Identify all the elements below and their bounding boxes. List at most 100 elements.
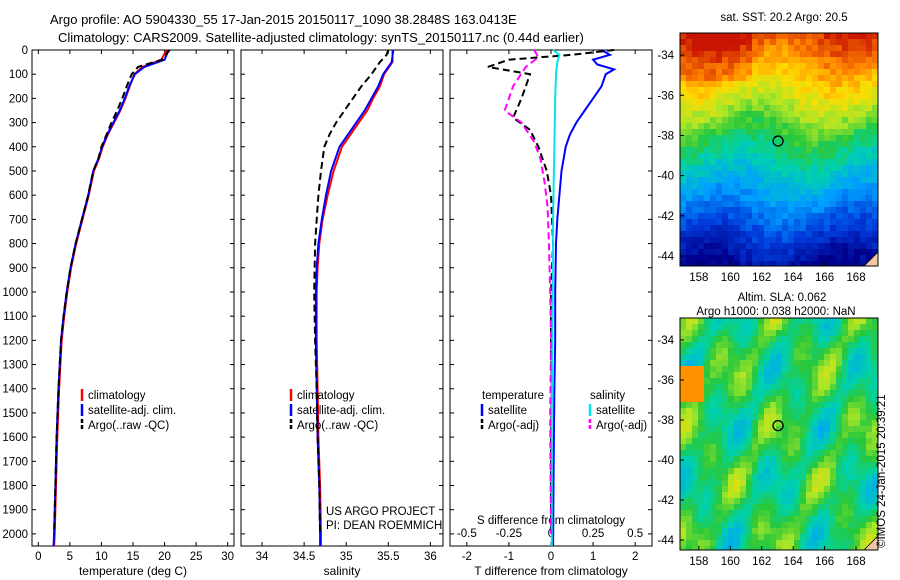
sla-map-cell <box>812 330 818 336</box>
sst-map-cell <box>704 39 710 45</box>
sla-map-cell <box>812 510 818 516</box>
sla-map-cell <box>812 534 818 540</box>
sst-map-cell <box>848 45 854 51</box>
sla-map-cell <box>824 546 830 550</box>
sst-map-cell <box>680 207 686 213</box>
sst-map-cell <box>758 261 764 266</box>
sst-map-cell <box>806 261 812 266</box>
sla-map-cell <box>866 366 872 372</box>
sst-map-cell <box>848 201 854 207</box>
sla-map-cell <box>686 450 692 456</box>
sst-map-cell <box>740 135 746 141</box>
sst-map-cell <box>710 159 716 165</box>
sla-map-cell <box>788 510 794 516</box>
sst-map-cell <box>818 153 824 159</box>
sst-map-cell <box>842 105 848 111</box>
sst-map-cell <box>686 75 692 81</box>
sst-map-cell <box>872 33 878 39</box>
sst-map-cell <box>788 231 794 237</box>
sst-map-cell <box>860 117 866 123</box>
sst-map-cell <box>734 189 740 195</box>
sla-map-cell <box>764 396 770 402</box>
sst-map-cell <box>698 231 704 237</box>
sla-map-cell <box>824 396 830 402</box>
sst-map-cell <box>824 93 830 99</box>
figure-subtitle: Climatology: CARS2009. Satellite-adjuste… <box>58 30 584 45</box>
sst-map-cell <box>866 243 872 249</box>
sst-map-cell <box>806 81 812 87</box>
sla-map-cell <box>782 474 788 480</box>
sst-map-cell <box>746 147 752 153</box>
sst-map-cell <box>716 177 722 183</box>
sla-map-cell <box>860 474 866 480</box>
sla-map-cell <box>794 438 800 444</box>
sla-map-cell <box>836 498 842 504</box>
sla-map-cell <box>680 408 686 414</box>
sst-map-cell <box>770 81 776 87</box>
sst-map-cell <box>800 249 806 255</box>
sla-map-cell <box>728 354 734 360</box>
sla-map-cell <box>734 360 740 366</box>
y-tick-label: 500 <box>9 166 28 178</box>
sla-map-cell <box>800 324 806 330</box>
sst-map-cell <box>704 171 710 177</box>
sla-map-cell <box>776 396 782 402</box>
sla-map-cell <box>740 324 746 330</box>
sla-map-cell <box>818 510 824 516</box>
sla-map-cell <box>722 474 728 480</box>
sla-map-cell <box>824 438 830 444</box>
sla-map-cell <box>854 498 860 504</box>
sst-map-cell <box>704 75 710 81</box>
sst-map-cell <box>698 225 704 231</box>
sst-map-cell <box>776 237 782 243</box>
sla-map-cell <box>746 504 752 510</box>
sst-map-cell <box>812 105 818 111</box>
sst-map-cell <box>770 249 776 255</box>
sst-map-cell <box>782 255 788 261</box>
sla-map-cell <box>788 504 794 510</box>
sla-map-cell <box>860 384 866 390</box>
sst-map-cell <box>740 165 746 171</box>
sst-map-cell <box>740 63 746 69</box>
sla-map-cell <box>716 408 722 414</box>
sla-map-cell <box>848 384 854 390</box>
sst-map-cell <box>842 135 848 141</box>
sst-map-cell <box>854 213 860 219</box>
sla-map-cell <box>686 360 692 366</box>
sst-map-cell <box>806 75 812 81</box>
sst-map-cell <box>728 207 734 213</box>
sst-map-cell <box>704 99 710 105</box>
sla-map-cell <box>716 480 722 486</box>
sst-map-cell <box>800 129 806 135</box>
sla-map-cell <box>800 480 806 486</box>
sst-map-cell <box>716 33 722 39</box>
sst-map-cell <box>680 75 686 81</box>
sla-map-cell <box>722 456 728 462</box>
sla-map-cell <box>704 336 710 342</box>
sla-map-cell <box>680 456 686 462</box>
sst-map-cell <box>776 39 782 45</box>
sla-map-cell <box>728 396 734 402</box>
sla-map-cell <box>788 498 794 504</box>
sst-map-cell <box>746 111 752 117</box>
sst-map-cell <box>698 249 704 255</box>
sla-map-cell <box>824 384 830 390</box>
sla-map-cell <box>872 378 878 384</box>
sla-map-cell <box>800 342 806 348</box>
sla-map-cell <box>728 318 734 324</box>
sst-map-cell <box>746 123 752 129</box>
sst-map-cell <box>836 63 842 69</box>
sst-map-cell <box>692 33 698 39</box>
sst-map-cell <box>812 123 818 129</box>
sla-map-cell <box>842 474 848 480</box>
sst-map-cell <box>686 243 692 249</box>
sla-map-cell <box>734 384 740 390</box>
sla-map-cell <box>800 468 806 474</box>
sla-map-cell <box>848 378 854 384</box>
sla-map-cell <box>752 408 758 414</box>
sst-map-cell <box>824 33 830 39</box>
sst-map-cell <box>746 243 752 249</box>
sst-map-cell <box>740 237 746 243</box>
sla-map-cell <box>836 456 842 462</box>
sla-map-cell <box>782 324 788 330</box>
